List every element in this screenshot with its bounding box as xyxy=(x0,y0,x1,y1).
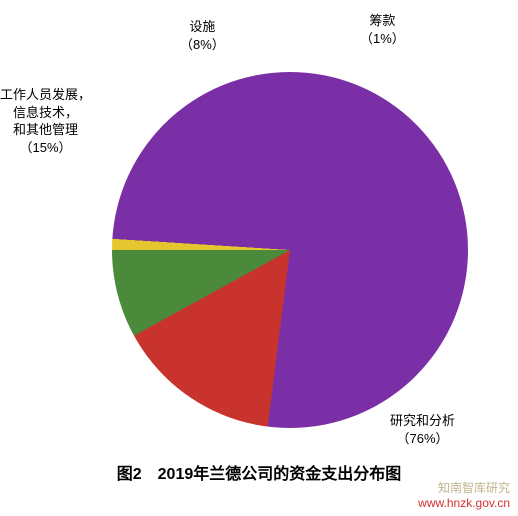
slice-label-fundraising: 筹款（1%） xyxy=(360,12,405,47)
slice-label-staff_it_admin-line: 信息技术， xyxy=(0,104,91,122)
watermark-line2: www.hnzk.gov.cn xyxy=(418,496,510,510)
slice-label-staff_it_admin-line: 工作人员发展， xyxy=(0,86,91,104)
slice-label-fundraising-line: 筹款 xyxy=(360,12,405,30)
slice-label-staff_it_admin-line: （15%） xyxy=(0,139,91,157)
slice-label-staff_it_admin: 工作人员发展，信息技术，和其他管理（15%） xyxy=(0,86,91,156)
watermark-line1: 知南智库研究 xyxy=(418,481,510,495)
slice-label-research-line: 研究和分析 xyxy=(390,412,455,430)
slice-label-research-line: （76%） xyxy=(390,430,455,448)
slice-label-facilities-line: （8%） xyxy=(180,36,225,54)
slice-label-fundraising-line: （1%） xyxy=(360,30,405,48)
slice-label-staff_it_admin-line: 和其他管理 xyxy=(0,121,91,139)
slice-label-research: 研究和分析（76%） xyxy=(390,412,455,447)
pie-chart xyxy=(112,72,468,428)
chart-container: 图2 2019年兰德公司的资金支出分布图 知南智库研究 www.hnzk.gov… xyxy=(0,0,518,516)
watermark: 知南智库研究 www.hnzk.gov.cn xyxy=(418,481,510,510)
slice-label-facilities-line: 设施 xyxy=(180,18,225,36)
slice-label-facilities: 设施（8%） xyxy=(180,18,225,53)
